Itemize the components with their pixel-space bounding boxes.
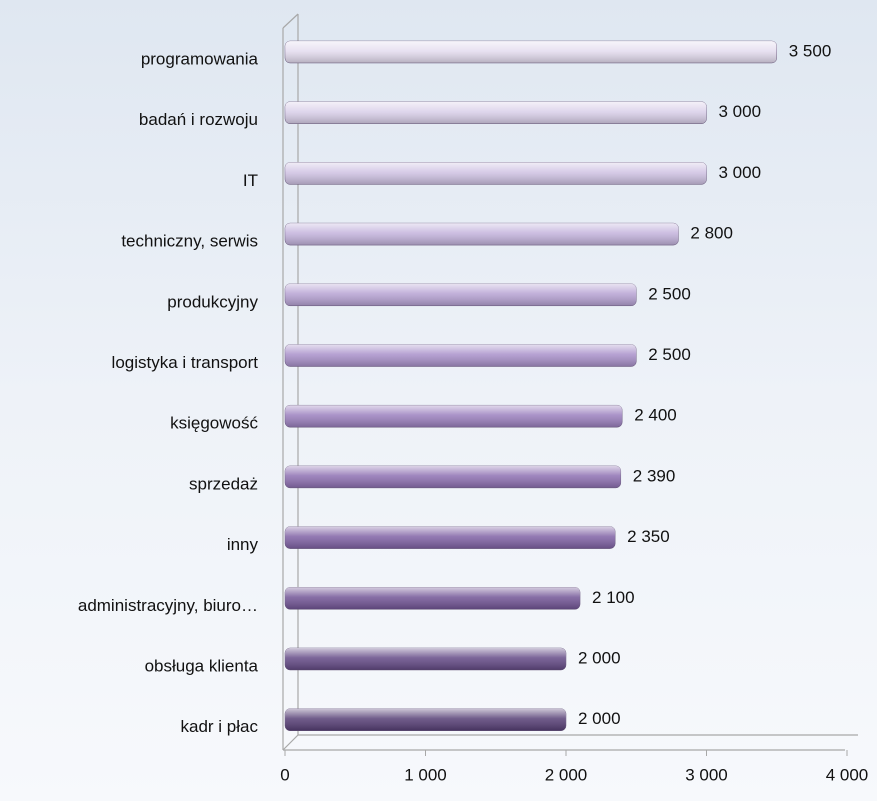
x-tick-label: 1 000 (404, 765, 447, 784)
y-tick-label: obsługa klienta (145, 656, 259, 675)
axis-frame (282, 13, 858, 751)
value-label: 3 000 (719, 163, 762, 182)
bar-shine (285, 708, 566, 731)
y-tick-label: produkcyjny (167, 292, 258, 311)
bar-shine (285, 101, 707, 124)
value-label: 2 000 (578, 648, 621, 667)
value-label: 2 100 (592, 588, 635, 607)
value-label: 2 800 (690, 224, 733, 243)
y-tick-label: kadr i płac (181, 717, 259, 736)
y-tick-label: administracyjny, biuro… (78, 596, 258, 615)
bar-shine (285, 162, 707, 185)
bar-shine (285, 587, 581, 610)
bar-shine (285, 405, 623, 428)
y-tick-label: IT (243, 171, 258, 190)
x-tick-label: 0 (280, 765, 289, 784)
value-label: 2 500 (648, 345, 691, 364)
bar-shine (285, 41, 777, 63)
value-label: 2 000 (578, 709, 621, 728)
y-tick-label: sprzedaż (189, 474, 258, 493)
x-tick-label: 3 000 (685, 765, 728, 784)
value-label: 2 350 (627, 527, 670, 546)
x-tick-label: 4 000 (826, 765, 869, 784)
value-label: 3 500 (789, 41, 832, 60)
value-label: 2 400 (634, 406, 677, 425)
y-tick-label: księgowość (170, 414, 258, 433)
bar-shine (285, 526, 616, 549)
x-tick-label: 2 000 (545, 765, 588, 784)
y-tick-label: inny (227, 535, 259, 554)
bar-shine (285, 465, 621, 488)
y-tick-label: badań i rozwoju (139, 110, 258, 129)
value-label: 3 000 (719, 102, 762, 121)
value-label: 2 390 (633, 466, 676, 485)
bar-shine (285, 223, 679, 246)
value-label: 2 500 (648, 284, 691, 303)
y-tick-label: logistyka i transport (112, 353, 259, 372)
bar-shine (285, 283, 637, 306)
y-tick-label: programowania (141, 49, 259, 68)
y-tick-label: techniczny, serwis (121, 232, 258, 251)
bar-shine (285, 344, 637, 367)
bar-shine (285, 648, 566, 670)
